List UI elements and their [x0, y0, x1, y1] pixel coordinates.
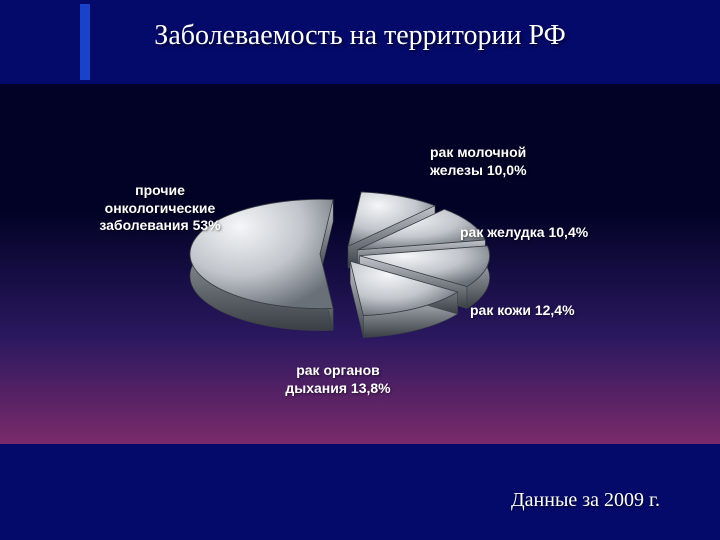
pie-label-skin: рак кожи 12,4% — [470, 302, 575, 320]
pie-label-breast: рак молочной железы 10,0% — [430, 144, 527, 179]
chart-panel: прочие онкологические заболевания 53% рак… — [0, 84, 720, 444]
pie-label-stomach: рак желудка 10,4% — [460, 224, 588, 242]
slide-title: Заболеваемость на территории РФ — [0, 20, 720, 52]
pie-label-other_onco: прочие онкологические заболевания 53% — [60, 182, 260, 235]
footer-text: Данные за 2009 г. — [511, 489, 660, 512]
pie-label-respiratory: рак органов дыхания 13,8% — [238, 362, 438, 397]
slide-root: Заболеваемость на территории РФ прочие о… — [0, 0, 720, 540]
